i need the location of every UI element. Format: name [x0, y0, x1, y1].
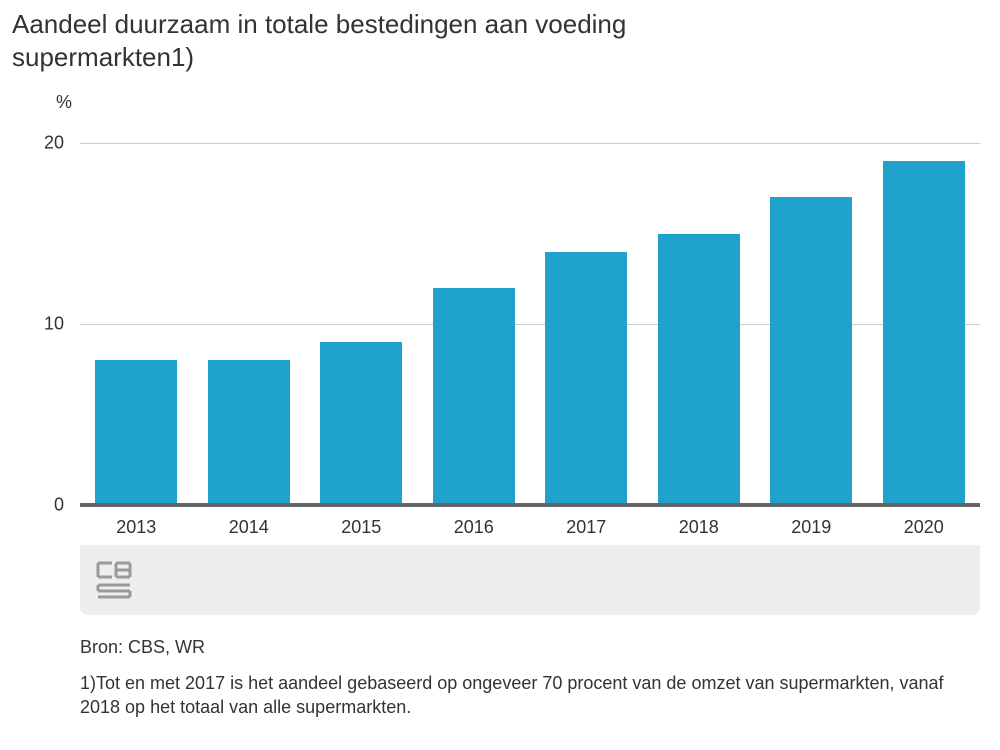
- chart-container: Aandeel duurzaam in totale bestedingen a…: [0, 0, 1000, 750]
- bar: [770, 197, 852, 505]
- title-line-1: Aandeel duurzaam in totale bestedingen a…: [12, 9, 626, 39]
- y-axis-label: %: [56, 92, 72, 113]
- plot-area: 0102020132014201520162017201820192020: [80, 125, 980, 505]
- source-label: Bron: CBS, WR: [80, 637, 205, 658]
- x-tick-label: 2014: [229, 517, 269, 538]
- x-tick-label: 2017: [566, 517, 606, 538]
- x-tick-label: 2015: [341, 517, 381, 538]
- bar: [95, 360, 177, 505]
- x-tick-label: 2013: [116, 517, 156, 538]
- x-tick-label: 2016: [454, 517, 494, 538]
- bar: [658, 234, 740, 505]
- footnote-text: 1)Tot en met 2017 is het aandeel gebasee…: [80, 671, 980, 720]
- chart-title: Aandeel duurzaam in totale bestedingen a…: [12, 8, 626, 73]
- cbs-logo-icon: [94, 559, 138, 603]
- x-axis-baseline: [80, 503, 980, 507]
- logo-strip: [80, 545, 980, 615]
- y-tick-label: 0: [54, 495, 64, 516]
- bar: [883, 161, 965, 505]
- bar: [545, 252, 627, 505]
- y-tick-label: 20: [44, 133, 64, 154]
- bar: [433, 288, 515, 505]
- x-tick-label: 2018: [679, 517, 719, 538]
- bar: [208, 360, 290, 505]
- y-tick-label: 10: [44, 314, 64, 335]
- bar: [320, 342, 402, 505]
- title-line-2: supermarkten1): [12, 42, 194, 72]
- x-tick-label: 2020: [904, 517, 944, 538]
- gridline: [80, 143, 980, 144]
- x-tick-label: 2019: [791, 517, 831, 538]
